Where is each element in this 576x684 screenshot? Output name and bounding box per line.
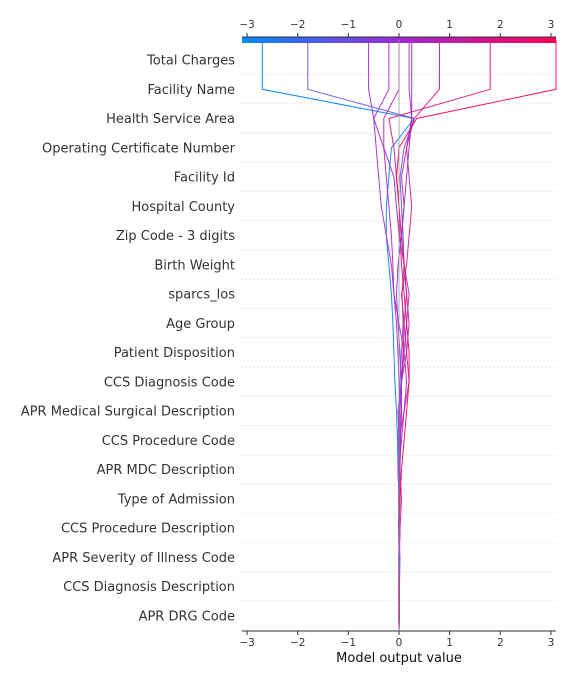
feature-label: CCS Procedure Code	[102, 434, 235, 449]
series-line	[395, 40, 557, 632]
feature-label: CCS Procedure Description	[61, 522, 235, 537]
series-line	[388, 40, 491, 631]
feature-label: CCS Diagnosis Description	[63, 580, 235, 595]
bottom-tick-label: 2	[497, 637, 504, 649]
bottom-tick-label: 3	[548, 637, 555, 649]
bottom-tick-label: 1	[446, 637, 453, 649]
bottom-tick-label: −3	[239, 637, 254, 649]
feature-label: APR Severity of Illness Code	[52, 551, 235, 566]
feature-label: Type of Admission	[117, 492, 235, 507]
feature-label: Total Charges	[146, 54, 235, 69]
feature-label: Patient Disposition	[114, 346, 235, 361]
feature-label: APR DRG Code	[139, 609, 235, 624]
feature-label: Zip Code - 3 digits	[116, 229, 235, 244]
feature-label: CCS Diagnosis Code	[104, 375, 235, 390]
top-tick-label: −2	[290, 19, 305, 31]
feature-label: Operating Certificate Number	[42, 141, 236, 156]
feature-label: Facility Id	[174, 171, 235, 186]
feature-label: Health Service Area	[106, 112, 235, 127]
top-tick-label: 3	[548, 19, 555, 31]
feature-label: Facility Name	[147, 83, 235, 98]
feature-label: APR Medical Surgical Description	[21, 405, 235, 420]
bottom-tick-label: −2	[290, 637, 305, 649]
x-axes: −3 −3 −2 −2 −1 −1 0 0 1 1 2 2 3 3	[239, 19, 556, 649]
feature-label: sparcs_los	[168, 288, 235, 303]
bottom-tick-label: −1	[341, 637, 356, 649]
feature-labels: Total Charges Facility Name Health Service…	[21, 54, 236, 625]
top-tick-label: −3	[239, 19, 254, 31]
bottom-tick-label: 0	[396, 637, 403, 649]
feature-label: Birth Weight	[154, 258, 235, 273]
feature-label: Hospital County	[132, 200, 236, 215]
feature-label: APR MDC Description	[97, 463, 235, 478]
feature-label: Age Group	[166, 317, 235, 332]
top-tick-label: 1	[446, 19, 453, 31]
top-tick-label: −1	[341, 19, 356, 31]
top-tick-label: 0	[396, 19, 403, 31]
x-axis-label: Model output value	[336, 651, 462, 666]
top-tick-label: 2	[497, 19, 504, 31]
series-line	[398, 40, 440, 632]
